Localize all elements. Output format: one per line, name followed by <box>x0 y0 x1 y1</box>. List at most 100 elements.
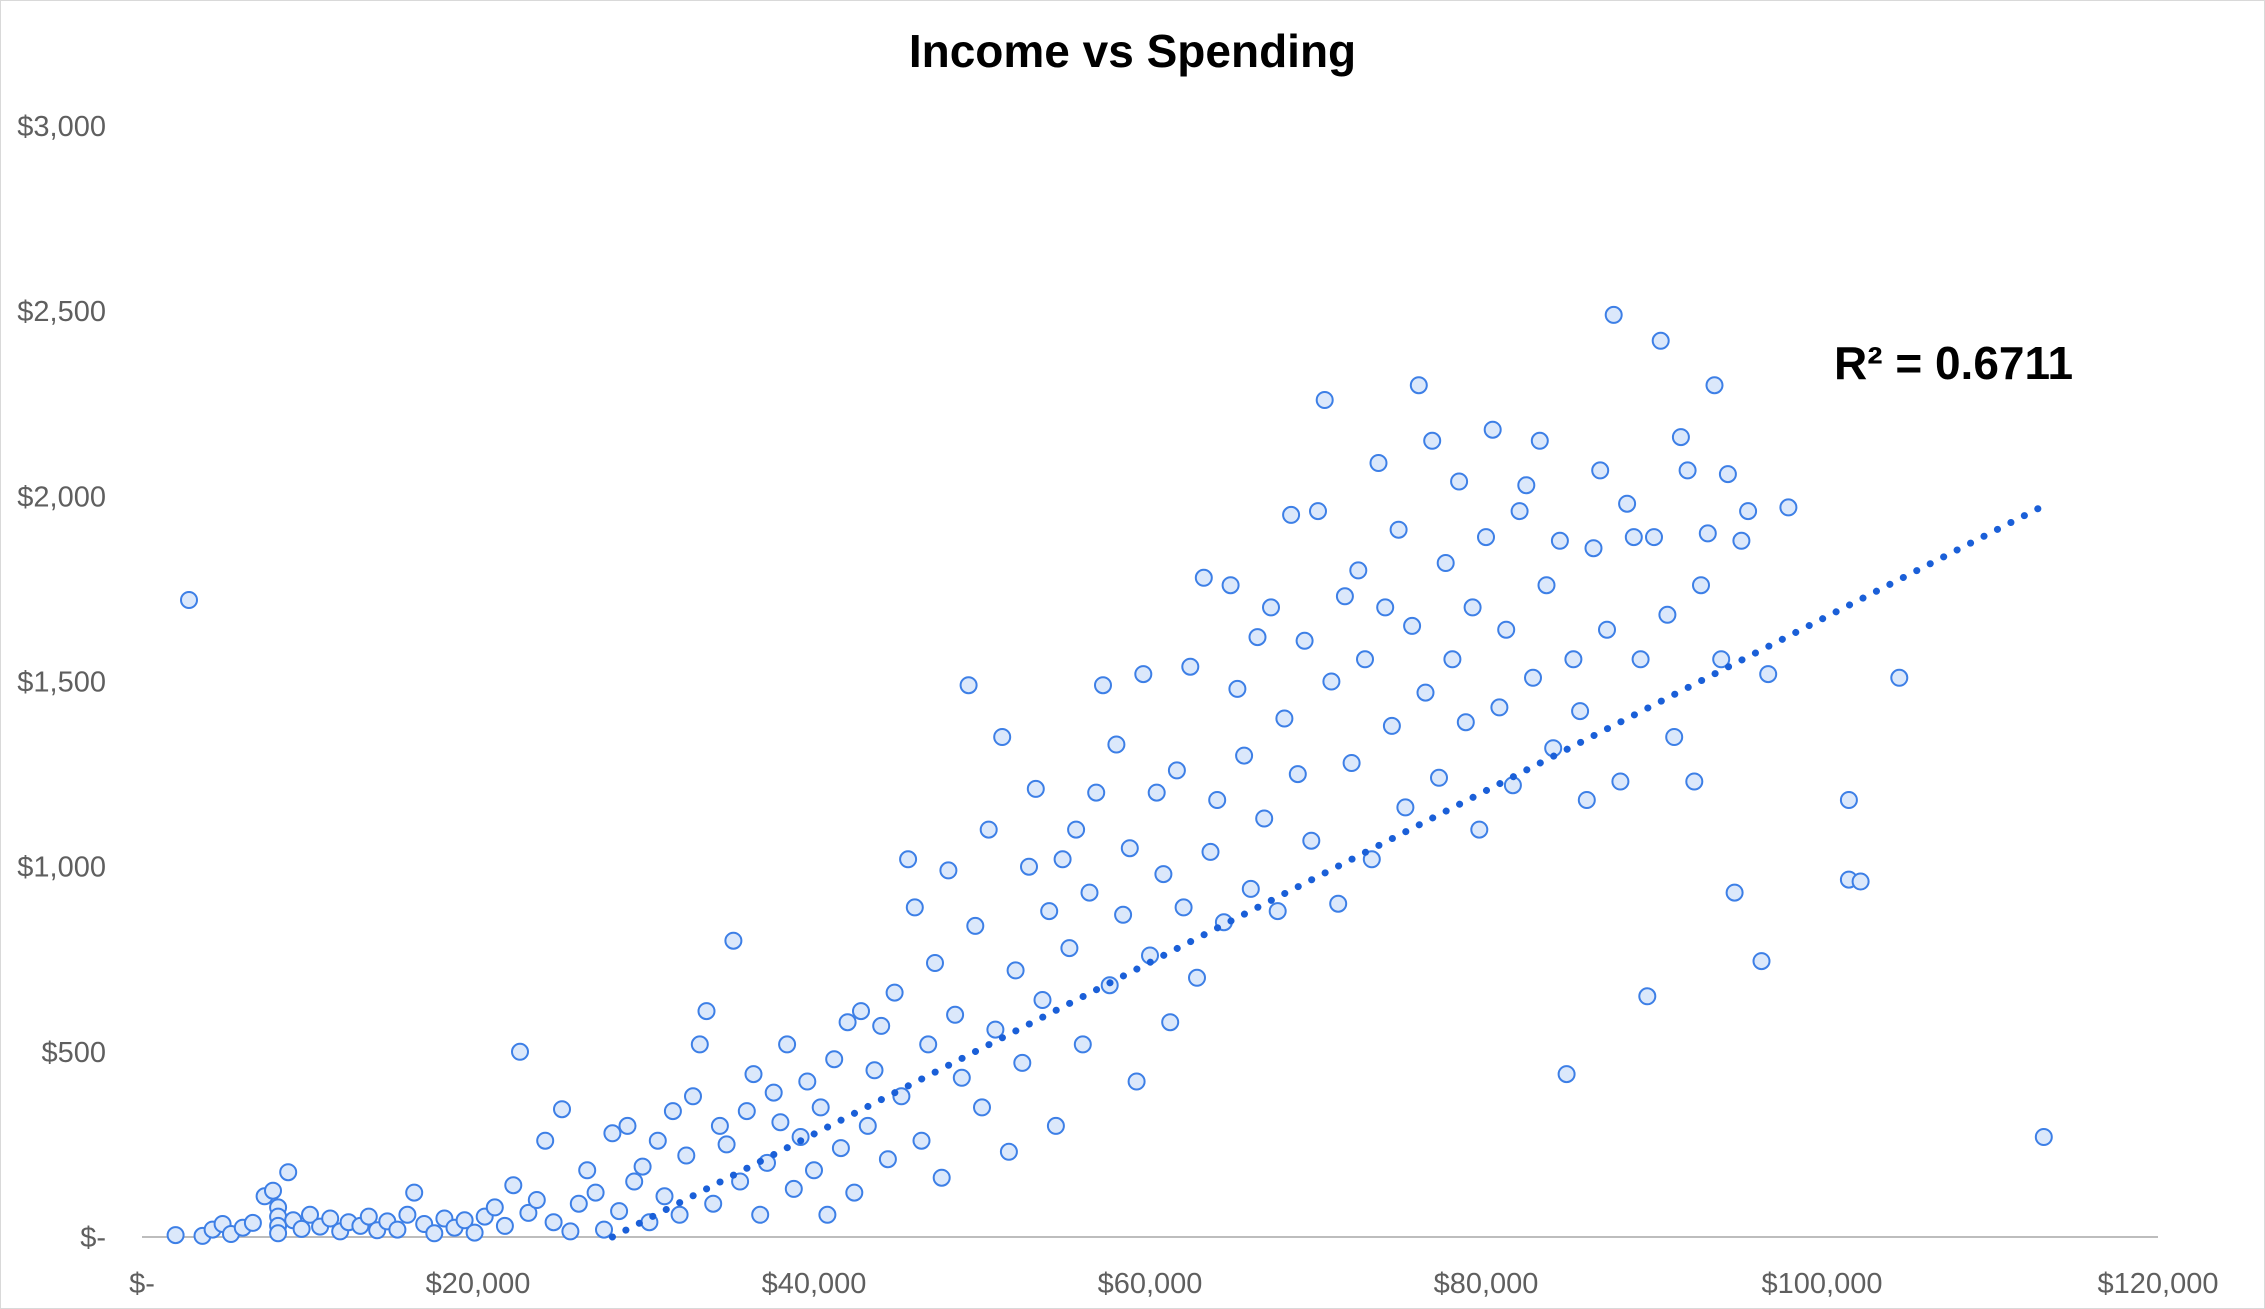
data-point <box>764 1083 783 1102</box>
data-point <box>610 1202 629 1221</box>
data-point <box>993 728 1012 746</box>
data-point <box>1174 898 1193 917</box>
x-tick-label: $40,000 <box>762 1268 867 1300</box>
data-point <box>1241 879 1260 898</box>
data-point <box>818 1205 837 1224</box>
data-point <box>1584 539 1603 558</box>
data-point <box>405 1183 424 1202</box>
data-point <box>858 1116 877 1135</box>
data-point <box>1604 305 1623 324</box>
data-point <box>1046 1116 1065 1135</box>
data-point <box>1477 528 1495 547</box>
data-point <box>1403 616 1422 635</box>
data-point <box>1645 528 1663 547</box>
data-point <box>1396 798 1415 817</box>
data-point <box>1181 657 1200 676</box>
data-point <box>1839 791 1858 809</box>
data-point <box>1228 679 1247 698</box>
data-point <box>264 1181 282 1200</box>
data-point <box>561 1222 580 1241</box>
data-point <box>1423 431 1442 450</box>
data-point <box>1705 376 1724 395</box>
data-point <box>1638 987 1657 1006</box>
data-point <box>852 1002 870 1021</box>
data-point <box>1851 872 1870 891</box>
data-point <box>603 1124 622 1143</box>
data-point <box>536 1131 555 1150</box>
data-point <box>1342 754 1361 772</box>
data-point <box>1268 902 1287 921</box>
data-point <box>633 1157 652 1176</box>
data-point <box>717 1135 736 1154</box>
data-point <box>1053 850 1072 869</box>
data-point <box>999 1142 1018 1161</box>
data-point <box>1033 991 1052 1009</box>
data-point <box>595 1220 613 1239</box>
data-point <box>805 1161 823 1180</box>
data-point <box>1154 865 1173 884</box>
y-tick-label: $- <box>80 1222 106 1254</box>
data-point <box>1779 498 1798 517</box>
data-point <box>1255 809 1274 828</box>
y-tick-label: $500 <box>41 1037 106 1069</box>
data-point <box>1080 883 1099 902</box>
data-point <box>1530 431 1549 450</box>
data-point <box>301 1205 319 1224</box>
data-point <box>939 861 958 880</box>
data-point <box>710 1116 729 1135</box>
data-point <box>872 1016 891 1035</box>
r-squared-label: R² = 0.6711 <box>1834 337 2074 389</box>
data-point <box>838 1013 857 1032</box>
data-point <box>1040 902 1059 921</box>
data-point <box>1013 1053 1032 1072</box>
data-point <box>1026 779 1045 798</box>
data-point <box>811 1098 830 1117</box>
data-point <box>751 1205 770 1224</box>
data-point <box>690 1035 709 1054</box>
data-point <box>670 1205 689 1224</box>
data-point <box>1288 765 1307 784</box>
x-tick-label: $80,000 <box>1434 1268 1539 1300</box>
x-tick-label: $20,000 <box>426 1268 531 1300</box>
data-point <box>1436 554 1455 572</box>
data-point <box>865 1061 884 1080</box>
data-point <box>1329 894 1348 913</box>
data-point <box>1389 520 1408 539</box>
data-point <box>166 1226 185 1245</box>
data-point <box>1712 650 1731 669</box>
data-point <box>1067 820 1086 839</box>
data-point <box>269 1224 288 1243</box>
data-point <box>1235 746 1254 765</box>
data-point <box>1147 783 1166 802</box>
data-point <box>825 1050 844 1069</box>
data-point <box>1752 952 1771 971</box>
data-point <box>1282 505 1301 524</box>
data-point <box>731 1172 750 1191</box>
data-point <box>485 1198 504 1217</box>
data-point <box>504 1176 523 1195</box>
data-point <box>1732 531 1751 550</box>
data-point <box>465 1223 484 1242</box>
data-point <box>1275 709 1294 728</box>
data-point <box>1167 761 1186 780</box>
data-point <box>1739 502 1758 521</box>
data-point <box>1571 702 1590 721</box>
data-point <box>655 1187 674 1206</box>
data-point <box>1450 472 1469 491</box>
data-point <box>1134 665 1153 684</box>
data-point <box>1349 561 1368 580</box>
y-tick-label: $2,500 <box>17 296 106 328</box>
data-point <box>1524 668 1542 687</box>
data-point <box>798 1072 817 1091</box>
data-point <box>1456 713 1475 732</box>
x-tick-label: $100,000 <box>1762 1268 1883 1300</box>
data-point <box>885 983 904 1002</box>
data-point <box>1470 820 1489 839</box>
data-point <box>737 1102 756 1121</box>
data-point <box>569 1194 588 1213</box>
data-point <box>952 1068 971 1087</box>
data-point <box>1517 476 1536 495</box>
data-point <box>1483 420 1502 439</box>
